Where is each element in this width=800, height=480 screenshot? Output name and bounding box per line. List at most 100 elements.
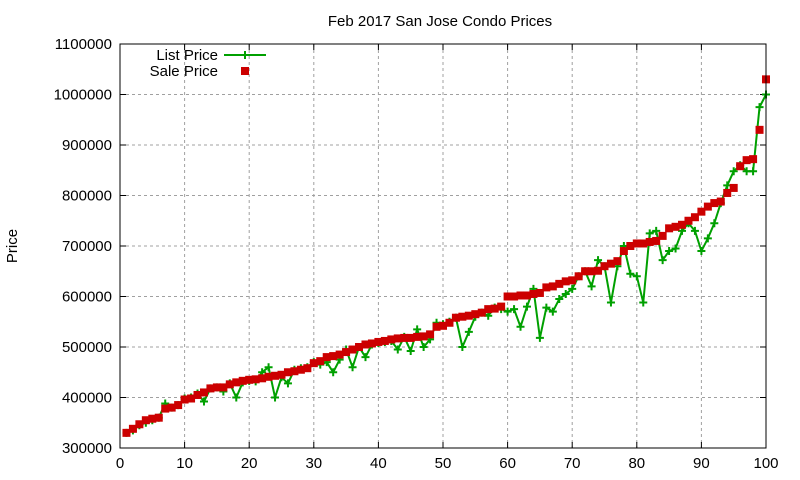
list-price-point: [232, 393, 241, 402]
sale-price-point: [374, 337, 383, 346]
sale-price-point: [568, 276, 577, 285]
sale-price-point: [199, 388, 208, 397]
sale-price-point: [148, 414, 157, 423]
sale-price-point: [141, 416, 150, 425]
sale-price-point: [251, 375, 260, 384]
sale-price-point: [380, 336, 389, 345]
list-price-point: [606, 298, 615, 307]
list-price-point: [697, 247, 706, 256]
sale-price-point: [600, 262, 609, 271]
sale-price-point: [755, 125, 764, 134]
sale-price-point: [497, 302, 506, 311]
sale-price-point: [703, 202, 712, 211]
x-tick-label: 70: [564, 455, 581, 472]
y-tick-label: 600000: [62, 289, 112, 306]
sale-price-point: [690, 213, 699, 222]
sale-price-point: [154, 413, 163, 422]
sale-price-point: [128, 424, 137, 433]
sale-price-point: [503, 292, 512, 301]
sale-price-point: [613, 257, 622, 266]
list-price-point: [665, 247, 674, 256]
sale-price-point: [736, 162, 745, 171]
sale-price-point: [439, 321, 447, 330]
series-sale-price: [122, 75, 770, 437]
list-price-point: [516, 322, 525, 331]
list-price-point: [548, 307, 557, 316]
sale-price-point: [639, 239, 648, 248]
list-price-point: [703, 234, 712, 243]
sale-price-point: [322, 353, 331, 362]
list-price-point: [542, 303, 551, 312]
legend-label-list-price: List Price: [156, 47, 218, 64]
sale-price-point: [316, 357, 325, 366]
list-price-point: [671, 244, 680, 253]
list-price-point: [755, 103, 764, 112]
sale-price-point: [678, 220, 687, 229]
sale-price-point: [367, 339, 376, 348]
sale-price-point: [232, 378, 241, 387]
sale-price-point: [516, 291, 525, 300]
sale-price-point: [710, 199, 719, 208]
y-tick-label: 500000: [62, 339, 112, 356]
x-tick-label: 40: [370, 455, 387, 472]
sale-price-point: [238, 376, 247, 385]
list-price-point: [626, 269, 635, 278]
sale-price-point: [296, 365, 305, 374]
sale-price-point: [219, 383, 228, 392]
sale-price-point: [290, 367, 299, 376]
sale-price-point: [464, 311, 473, 320]
sale-price-point: [665, 224, 674, 233]
y-axis-label: Price: [4, 229, 21, 263]
sale-price-point: [742, 156, 751, 165]
sale-price-point: [245, 375, 254, 384]
sale-price-point: [548, 282, 557, 291]
sale-price-point: [303, 364, 312, 373]
sale-price-point: [335, 350, 344, 359]
x-tick-label: 0: [116, 455, 124, 472]
sale-price-point: [122, 428, 131, 437]
sale-price-point: [193, 390, 202, 399]
sale-price-point: [729, 183, 738, 192]
list-price-point: [555, 295, 564, 304]
sale-price-point: [555, 279, 564, 288]
sale-price-point: [652, 236, 661, 245]
sale-price-point: [697, 207, 706, 216]
sale-price-point: [587, 267, 596, 276]
sale-price-point: [632, 239, 641, 248]
list-price-point: [503, 307, 512, 316]
x-tick-label: 50: [435, 455, 452, 472]
sale-price-point: [581, 267, 590, 276]
sale-price-point: [135, 420, 144, 429]
list-price-point: [419, 343, 428, 351]
list-price-point: [406, 347, 415, 356]
sale-price-point: [419, 332, 428, 341]
x-tick-label: 20: [241, 455, 258, 472]
y-tick-label: 300000: [62, 440, 112, 457]
x-tick-label: 10: [176, 455, 193, 472]
sale-price-point: [187, 394, 196, 403]
y-tick-label: 1100000: [55, 36, 112, 53]
sale-price-point: [594, 266, 603, 275]
sale-price-point: [445, 318, 454, 327]
sale-price-point: [723, 188, 732, 197]
list-price-point: [458, 343, 467, 351]
sale-price-point: [561, 277, 570, 286]
sale-price-point: [432, 322, 441, 331]
sale-price-point: [535, 288, 544, 297]
list-price-point: [639, 298, 648, 307]
list-price-point: [464, 327, 473, 336]
list-price-point: [729, 167, 738, 176]
sale-price-point: [413, 332, 422, 341]
list-price-point: [632, 272, 641, 281]
list-price-point: [361, 353, 370, 362]
sale-price-point: [749, 155, 758, 164]
sale-price-point: [387, 335, 396, 344]
sale-price-point: [393, 334, 402, 343]
list-price-point: [199, 397, 208, 406]
list-price-point: [535, 333, 544, 342]
sale-price-point: [161, 404, 170, 413]
sale-price-point: [361, 340, 370, 349]
sale-price-point: [484, 305, 493, 314]
list-price-point: [594, 256, 603, 265]
